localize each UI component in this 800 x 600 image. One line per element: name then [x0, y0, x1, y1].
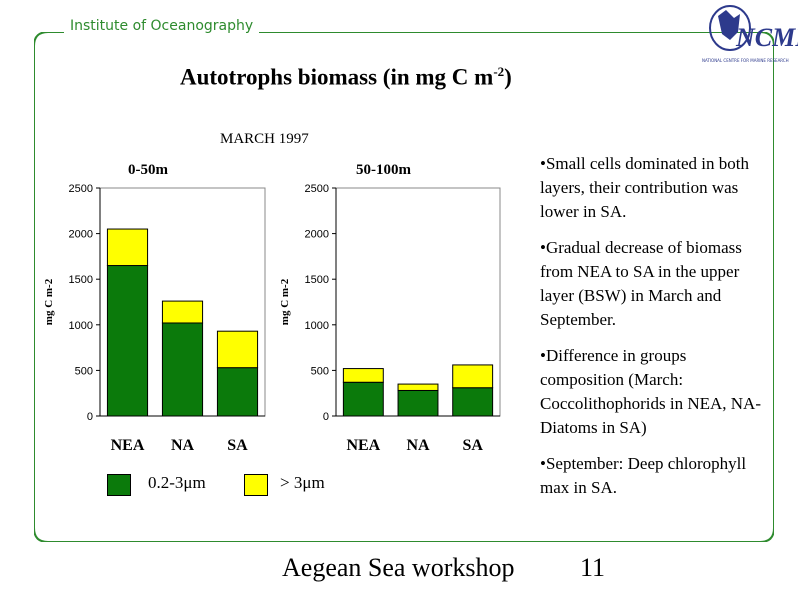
y-axis-label: mg C m-2 [43, 278, 55, 325]
legend-swatch-large [244, 474, 268, 496]
y-tick-label: 2000 [69, 229, 93, 241]
y-tick-label: 0 [87, 411, 93, 423]
bar-segment-large-cells [397, 383, 439, 391]
bar-segment-large-cells [342, 368, 384, 383]
bar-segment-small-cells [452, 387, 494, 417]
x-category-label: SA [227, 437, 248, 454]
x-category-label: NEA [111, 437, 145, 454]
slide-title: Autotrophs biomass (in mg C m-2) [180, 64, 512, 90]
bar-segment-small-cells [342, 381, 384, 417]
biomass-charts: 0 500 1000 1500 2000 2500 mg C m-2 0-50m NEA NA SA… [43, 162, 501, 454]
y-tick-label: 0 [323, 411, 329, 423]
logo-tagline: NATIONAL CENTRE FOR MARINE RESEARCH [702, 58, 789, 63]
y-tick-label: 1000 [305, 320, 329, 332]
chart-title: 50-100m [356, 162, 411, 178]
bullet-item: •Small cells dominated in both layers, t… [540, 154, 749, 221]
bullet-item: •Gradual decrease of biomass from NEA to… [540, 238, 742, 329]
page-number: 11 [580, 553, 606, 582]
bar-segment-small-cells [397, 389, 439, 417]
x-category-label: NA [406, 437, 430, 454]
chart-subtitle: MARCH 1997 [220, 131, 309, 147]
bullet-item: •Difference in groups composition (March… [540, 346, 761, 437]
legend-label-small: 0.2-3μm [148, 473, 206, 492]
y-tick-label: 1500 [305, 274, 329, 286]
y-tick-label: 2500 [305, 183, 329, 195]
y-tick-label: 500 [75, 365, 93, 377]
chart-title: 0-50m [128, 162, 168, 178]
institute-label: Institute of Oceanography [64, 18, 260, 34]
slide-frame [34, 32, 774, 542]
y-tick-label: 1000 [69, 320, 93, 332]
x-category-label: NEA [346, 437, 380, 454]
bullet-list: •Small cells dominated in both layers, t… [540, 152, 772, 512]
bar-segment-small-cells [161, 322, 204, 417]
bar-segment-small-cells [216, 367, 259, 417]
bar-segment-large-cells [452, 364, 494, 389]
footer-text: Aegean Sea workshop [282, 553, 515, 582]
legend-swatch-small [107, 474, 131, 496]
bullet-item: •September: Deep chlorophyll max in SA. [540, 454, 747, 497]
logo-text: NCMR [735, 23, 798, 52]
bar-segment-large-cells [106, 228, 149, 267]
ncmr-logo: NCMR NATIONAL CENTRE FOR MARINE RESEARCH [702, 5, 798, 63]
chart-legend: 0.2-3μm > 3μm [100, 470, 360, 500]
y-tick-label: 2500 [69, 183, 93, 195]
x-category-label: NA [171, 437, 195, 454]
bar-segment-large-cells [161, 300, 204, 324]
x-category-label: SA [462, 437, 483, 454]
y-tick-label: 1500 [69, 274, 93, 286]
bar-segment-large-cells [216, 330, 259, 369]
legend-label-large: > 3μm [280, 473, 325, 492]
y-tick-label: 2000 [305, 229, 329, 241]
y-axis-label: mg C m-2 [279, 278, 291, 325]
bar-segment-small-cells [106, 265, 149, 417]
y-tick-label: 500 [311, 365, 329, 377]
